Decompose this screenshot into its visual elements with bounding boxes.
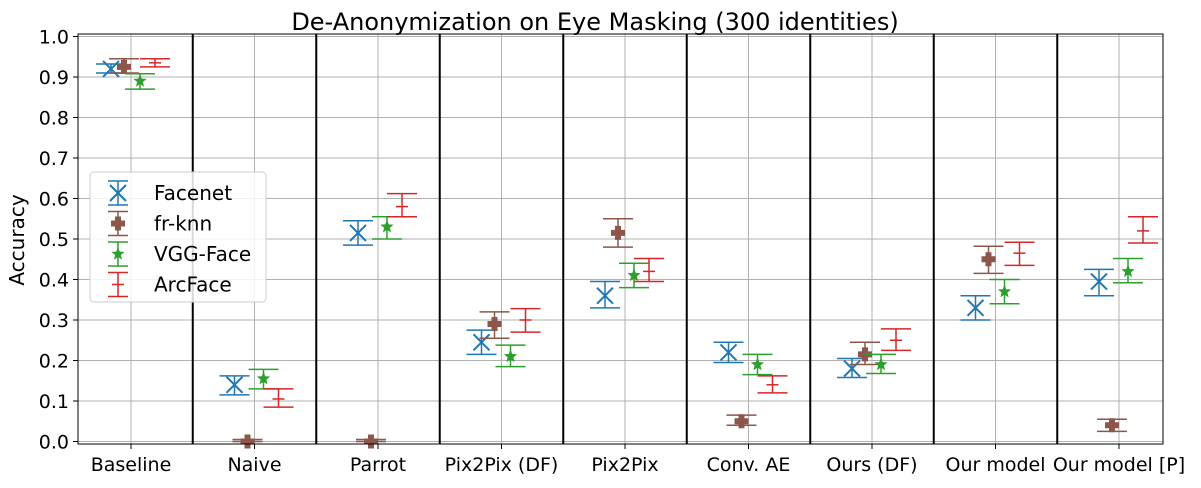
data-point xyxy=(843,359,861,378)
series-layer xyxy=(96,58,1158,449)
data-point xyxy=(734,414,749,429)
axis-layer: 0.0 0.1 0.2 0.3 0.4 0.5 0.6 0.7 0.8 0.9 1.0 Baselin… xyxy=(39,27,1185,477)
y-tick-label: 0.6 xyxy=(39,189,69,211)
data-point xyxy=(133,74,147,87)
data-point xyxy=(349,224,367,242)
x-tick-label: Baseline xyxy=(91,454,172,476)
legend-marker xyxy=(109,184,127,202)
data-point xyxy=(364,434,378,449)
series-fr-knn xyxy=(109,58,1127,449)
y-tick-label: 0.7 xyxy=(39,148,69,170)
legend-label: ArcFace xyxy=(154,273,232,297)
y-tick-label: 0.4 xyxy=(39,270,69,292)
data-point xyxy=(858,347,872,362)
legend-label: fr-knn xyxy=(154,212,212,236)
error-bar xyxy=(634,257,664,283)
series-arcface xyxy=(140,58,1158,408)
data-point xyxy=(719,343,738,362)
error-bar xyxy=(1128,215,1158,244)
data-point xyxy=(596,286,614,305)
x-tick-label: Pix2Pix (DF) xyxy=(445,454,559,476)
y-tick-label: 0.0 xyxy=(39,432,69,454)
plot-frame xyxy=(77,33,1164,445)
data-point xyxy=(256,371,271,385)
data-point xyxy=(981,252,996,267)
data-point xyxy=(611,225,625,240)
chart-title: De-Anonymization on Eye Masking (300 ide… xyxy=(291,8,898,36)
data-point xyxy=(472,333,491,351)
legend-marker xyxy=(111,216,125,231)
y-axis-label: Accuracy xyxy=(5,194,29,285)
y-tick-label: 1.0 xyxy=(39,27,69,49)
x-tick-label: Naive xyxy=(227,454,281,476)
data-point xyxy=(997,284,1012,298)
data-point xyxy=(102,60,120,78)
data-point xyxy=(225,376,244,394)
x-tick-label: Ours (DF) xyxy=(826,454,917,476)
data-point xyxy=(750,357,765,371)
error-bar xyxy=(263,388,294,408)
data-point xyxy=(874,357,888,371)
y-tick-label: 0.9 xyxy=(39,67,69,89)
data-point xyxy=(380,219,394,233)
error-bar xyxy=(387,192,417,218)
data-point xyxy=(966,299,985,317)
series-vgg-face xyxy=(125,73,1143,390)
legend-marker xyxy=(111,247,125,260)
x-tick-label: Our model xyxy=(945,454,1045,476)
y-tick-label: 0.8 xyxy=(39,108,69,130)
x-tick-label: Pix2Pix xyxy=(591,454,658,476)
x-tick-label: Parrot xyxy=(350,454,406,476)
data-point xyxy=(1090,272,1108,291)
y-tick-label: 0.1 xyxy=(39,391,69,413)
group-separators xyxy=(191,34,1059,444)
legend: Facenet fr-knn VGG-Face ArcFace xyxy=(89,171,267,303)
data-point xyxy=(627,268,641,282)
x-tick-label: Conv. AE xyxy=(707,454,791,476)
data-point xyxy=(240,434,255,449)
x-tick-label: Our model [P] xyxy=(1053,454,1185,476)
data-point xyxy=(1105,418,1119,433)
data-point xyxy=(1121,264,1135,278)
y-tick-label: 0.2 xyxy=(39,351,69,373)
legend-label: VGG-Face xyxy=(154,242,251,266)
data-point xyxy=(487,317,502,332)
data-point xyxy=(503,349,518,363)
legend-box xyxy=(89,171,267,303)
data-point xyxy=(117,59,131,74)
y-tick-label: 0.3 xyxy=(39,310,69,332)
legend-label: Facenet xyxy=(154,181,232,205)
y-tick-label: 0.5 xyxy=(39,229,69,251)
